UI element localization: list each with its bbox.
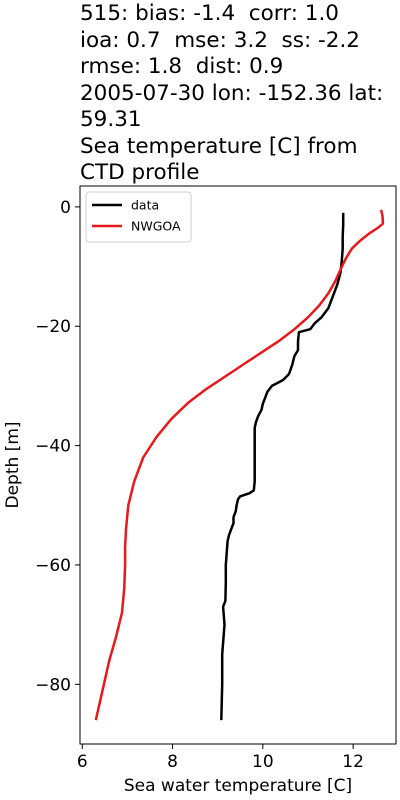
plot-frame [79,185,397,745]
series-line-nwgoa [94,209,385,721]
title-line: ioa: 0.7 mse: 3.2 ss: -2.2 [80,27,360,53]
series-layer [94,209,385,721]
x-tick-label: 8 [167,752,178,772]
legend-label-nwgoa: NWGOA [131,219,181,234]
legend: data NWGOA [85,191,192,243]
y-tick-label: −20 [35,317,71,337]
y-tick-label: 0 [60,198,71,218]
title-line: rmse: 1.8 dist: 0.9 [80,54,284,79]
y-tick-label: −60 [35,556,71,576]
y-tick-label: −80 [35,675,71,695]
x-tick-label: 6 [77,752,88,772]
y-tick-label: −40 [35,437,71,457]
title-line: CTD profile [80,160,200,185]
ticks-layer: 6 8 10 12 0 −20 −40 −60 −80 [35,198,364,772]
title-line: Sea temperature [C] from [80,133,358,159]
series-line-data [220,212,345,721]
y-axis-label: Depth [m] [3,421,23,508]
legend-label-data: data [131,198,159,213]
chart-title: 515: bias: -1.4 corr: 1.0 ioa: 0.7 mse: … [80,1,398,187]
x-tick-label: 10 [252,752,274,772]
title-line: 515: bias: -1.4 corr: 1.0 [80,1,339,26]
title-line: 2005-07-30 lon: -152.36 lat: [80,80,384,106]
title-line: 59.31 [80,107,142,132]
x-tick-label: 12 [342,752,364,772]
x-axis-label: Sea water temperature [C] [124,776,352,796]
